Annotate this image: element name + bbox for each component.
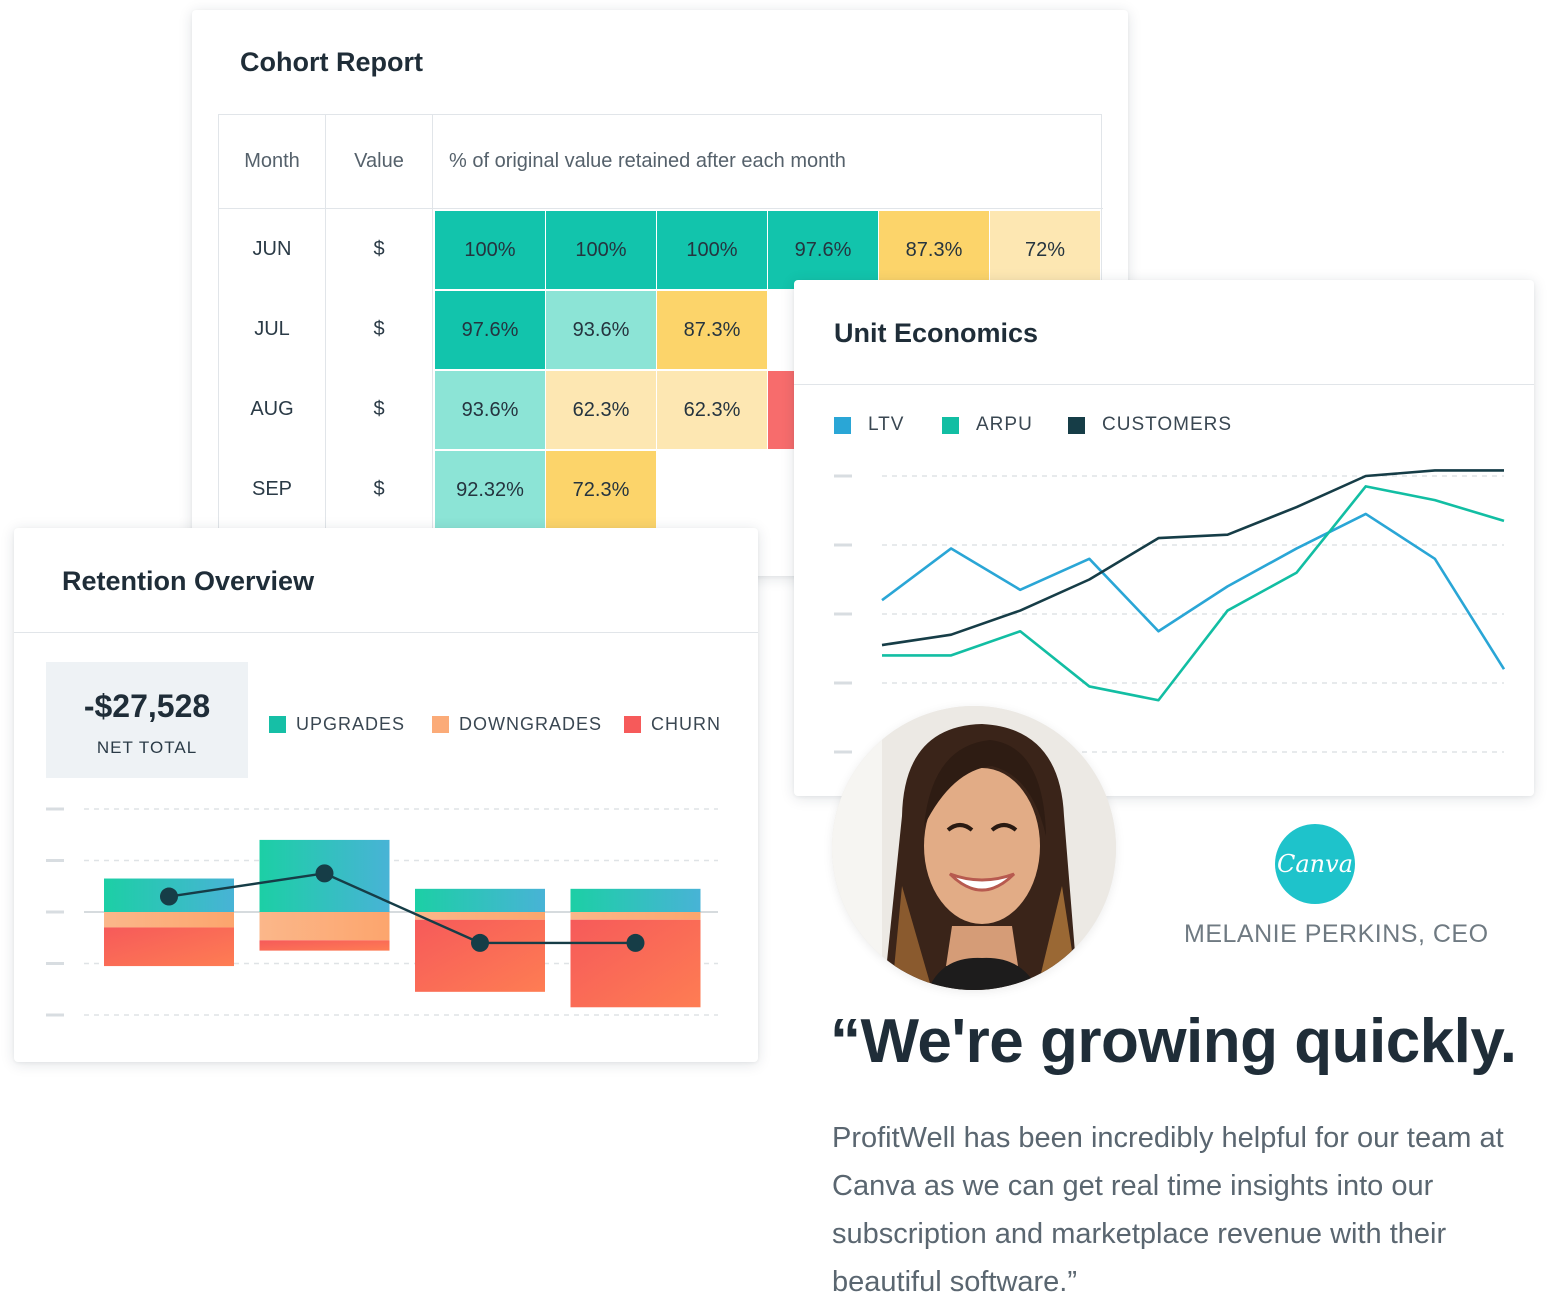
retention-chart — [46, 807, 718, 1017]
canva-logo: Canva — [1275, 824, 1355, 904]
legend-swatch — [1068, 416, 1085, 434]
unit-economics-chart — [834, 469, 1506, 754]
cohort-cell: 100% — [546, 211, 656, 289]
legend-swatch — [834, 416, 851, 434]
bar-downgrades — [570, 912, 701, 920]
cohort-cell: 100% — [435, 211, 545, 289]
cohort-cell: 87.3% — [879, 211, 989, 289]
legend-label: ARPU — [976, 414, 1033, 435]
value-header: Value — [326, 115, 432, 209]
avatar — [832, 706, 1116, 990]
bar-downgrades — [415, 912, 545, 920]
quote-headline: “We're growing quickly. — [830, 1007, 1517, 1076]
cohort-cell: 62.3% — [546, 371, 656, 449]
cohort-cell: 87.3% — [657, 291, 767, 369]
series-line-ltv — [881, 512, 1506, 670]
legend-churn[interactable]: CHURN — [624, 714, 721, 735]
legend-swatch — [269, 716, 286, 733]
legend-ltv[interactable]: LTV — [834, 414, 904, 436]
bar-churn — [570, 919, 701, 1008]
legend-arpu[interactable]: ARPU — [942, 414, 1033, 436]
legend-downgrades[interactable]: DOWNGRADES — [432, 714, 602, 735]
card-divider — [14, 632, 758, 633]
legend-swatch — [432, 716, 449, 733]
bar-churn — [259, 940, 390, 951]
column-divider — [325, 115, 326, 576]
unit-economics-card: Unit Economics LTV ARPU CUSTOMERS — [794, 280, 1534, 796]
net-total-label: NET TOTAL — [96, 738, 198, 757]
cohort-cell: 97.6% — [768, 211, 878, 289]
person-photo — [832, 706, 1116, 990]
legend-label: LTV — [868, 414, 905, 435]
legend-label: CHURN — [651, 714, 721, 734]
legend-customers[interactable]: CUSTOMERS — [1068, 414, 1232, 436]
bar-churn — [415, 919, 545, 992]
net-total-box: -$27,528 NET TOTAL — [46, 662, 248, 778]
bar-upgrades — [570, 888, 701, 912]
series-line-customers — [881, 469, 1504, 647]
cohort-month-label: AUG — [250, 398, 294, 420]
cohort-cell: 62.3% — [657, 371, 767, 449]
quote-body: ProfitWell has been incredibly helpful f… — [832, 1122, 1504, 1294]
cohort-cell: 100% — [657, 211, 767, 289]
cohort-cell: 93.6% — [546, 291, 656, 369]
bar-upgrades — [415, 888, 545, 912]
bar-churn — [104, 927, 234, 967]
cohort-value-label: $ — [373, 238, 385, 260]
net-point — [160, 887, 178, 906]
series-line-arpu — [882, 485, 1505, 702]
card-divider — [794, 384, 1534, 385]
cohort-month-label: JUL — [254, 318, 290, 340]
cohort-value-label: $ — [373, 398, 385, 420]
unit-economics-title: Unit Economics — [834, 318, 1039, 348]
bar-downgrades — [104, 912, 234, 928]
legend-label: CUSTOMERS — [1102, 414, 1233, 435]
legend-upgrades[interactable]: UPGRADES — [269, 714, 405, 735]
person-name: MELANIE PERKINS, CEO — [1184, 920, 1489, 948]
legend-swatch — [942, 416, 959, 434]
month-header: Month — [219, 115, 325, 209]
net-point — [471, 933, 489, 952]
cohort-month-label: SEP — [251, 478, 293, 500]
cohort-table: Month Value % of original value retained… — [218, 114, 1103, 576]
cohort-cell: 72% — [990, 211, 1100, 289]
net-point — [315, 864, 334, 883]
legend-label: UPGRADES — [296, 714, 406, 734]
retention-overview-title: Retention Overview — [62, 566, 315, 596]
cohort-report-title: Cohort Report — [240, 47, 423, 77]
retained-header: % of original value retained after each … — [433, 115, 1103, 209]
net-line — [168, 872, 636, 945]
cohort-cell: 92.32% — [435, 451, 545, 529]
cohort-value-label: $ — [373, 478, 385, 500]
legend-swatch — [624, 716, 641, 733]
legend-label: DOWNGRADES — [459, 714, 603, 734]
net-point — [626, 933, 645, 952]
retention-overview-card: Retention Overview -$27,528 NET TOTAL UP… — [14, 528, 758, 1062]
net-total-value: -$27,528 — [83, 688, 211, 724]
cohort-month-label: JUN — [252, 238, 292, 260]
cohort-value-label: $ — [373, 318, 385, 340]
cohort-cell: 72.3% — [546, 451, 656, 529]
bar-downgrades — [259, 912, 390, 941]
cohort-cell: 93.6% — [435, 371, 545, 449]
column-divider — [432, 115, 433, 576]
cohort-cell: 97.6% — [435, 291, 545, 369]
